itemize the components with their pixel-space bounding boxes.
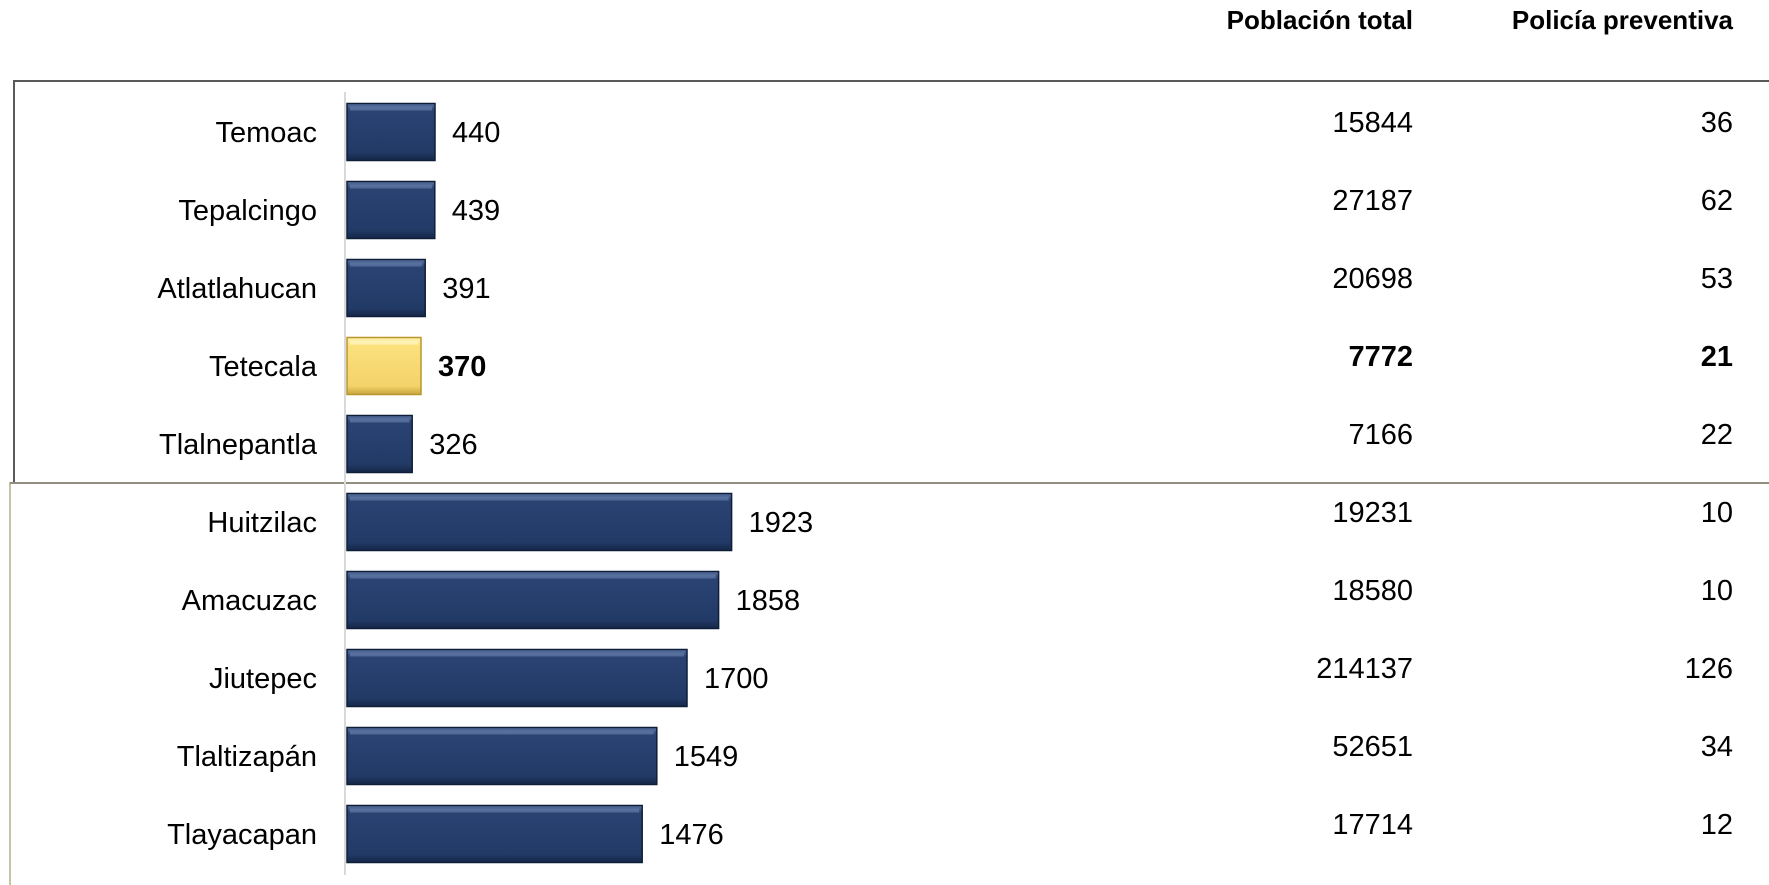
category-label: Huitzilac: [207, 507, 317, 539]
police-value: 36: [1701, 107, 1733, 139]
bar-value-label: 1476: [659, 819, 724, 851]
bar: [346, 648, 688, 708]
category-label: Temoac: [215, 117, 317, 149]
bar-bevel: [350, 574, 716, 579]
bar: [346, 804, 643, 864]
bar: [346, 258, 426, 318]
bar-highlight: [346, 336, 422, 396]
population-value: 214137: [1316, 653, 1413, 685]
category-label: Atlatlahucan: [157, 273, 317, 305]
bar-bevel: [350, 418, 410, 423]
bar-bevel: [350, 184, 432, 189]
bar-value-label: 1549: [674, 741, 739, 773]
bar: [346, 492, 733, 552]
police-header: Policía preventiva: [1512, 5, 1734, 35]
bar-bevel: [350, 340, 418, 345]
police-value: 126: [1685, 653, 1733, 685]
police-value: 12: [1701, 809, 1733, 841]
category-label: Tlalnepantla: [159, 429, 318, 461]
population-value: 27187: [1332, 185, 1413, 217]
category-label: Tlaltizapán: [177, 741, 317, 773]
bar-value-label: 1923: [749, 507, 814, 539]
bar-bevel: [350, 652, 684, 657]
police-value: 10: [1701, 575, 1733, 607]
bar-bevel: [350, 496, 729, 501]
bar-value-label: 370: [438, 351, 486, 383]
police-value: 10: [1701, 497, 1733, 529]
population-value: 19231: [1332, 497, 1413, 529]
population-value: 7166: [1348, 419, 1413, 451]
bar: [346, 414, 413, 474]
population-value: 17714: [1332, 809, 1413, 841]
chart-rows: Temoac 440 15844 36 Tepalcingo 439 27187 62 Atla…: [157, 102, 1733, 864]
police-value: 34: [1701, 731, 1733, 763]
bar-bevel: [350, 106, 432, 111]
bar-value-label: 440: [452, 117, 500, 149]
bar-bevel: [350, 262, 423, 267]
bar-value-label: 1700: [704, 663, 769, 695]
group-1-frame: [13, 80, 1769, 483]
category-label: Tlayacapan: [167, 819, 317, 851]
population-value: 20698: [1332, 263, 1413, 295]
bar-value-label: 439: [452, 195, 500, 227]
police-value: 21: [1701, 341, 1733, 373]
bar-bevel: [350, 808, 640, 813]
bar: [346, 570, 720, 630]
category-label: Tepalcingo: [178, 195, 317, 227]
population-value: 7772: [1348, 341, 1413, 373]
bar-bevel: [350, 730, 654, 735]
bar-value-label: 326: [429, 429, 477, 461]
population-value: 15844: [1332, 107, 1413, 139]
bar: [346, 726, 658, 786]
population-value: 52651: [1332, 731, 1413, 763]
population-value: 18580: [1332, 575, 1413, 607]
police-value: 62: [1701, 185, 1733, 217]
bar: [346, 180, 436, 240]
bar-value-label: 1858: [736, 585, 801, 617]
category-label: Amacuzac: [182, 585, 317, 617]
category-label: Jiutepec: [209, 663, 317, 695]
bar-value-label: 391: [442, 273, 490, 305]
category-label: Tetecala: [209, 351, 318, 383]
police-value: 22: [1701, 419, 1733, 451]
police-value: 53: [1701, 263, 1733, 295]
population-header: Población total: [1227, 5, 1413, 35]
bar: [346, 102, 436, 162]
